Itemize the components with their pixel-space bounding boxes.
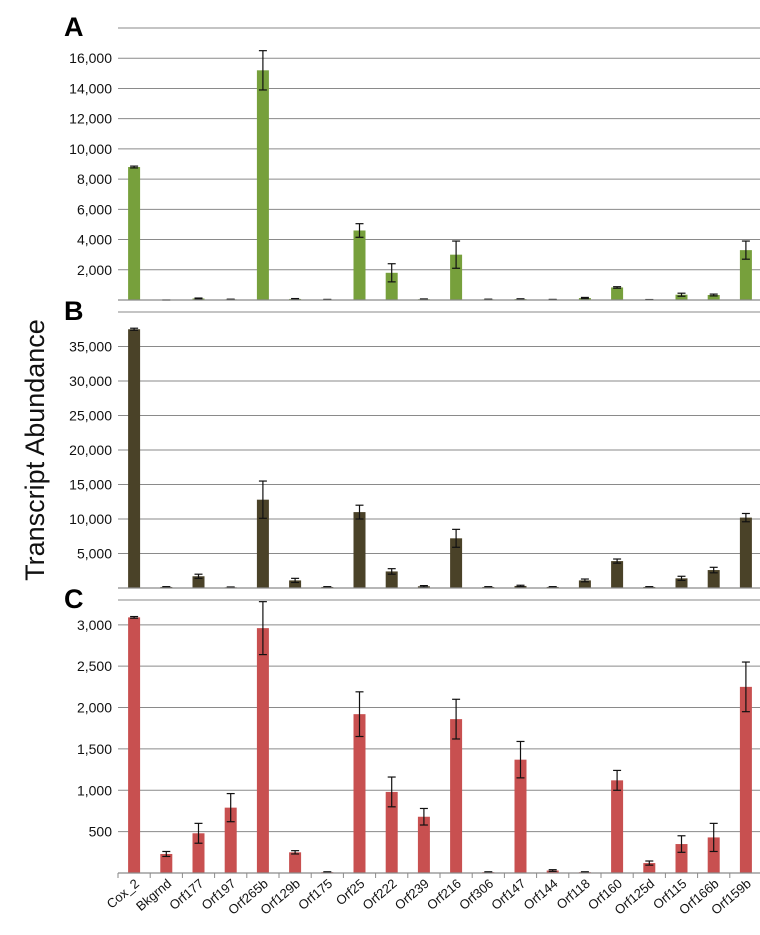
error-bar [323, 587, 331, 588]
y-tick-label: 5,000 [77, 546, 112, 562]
x-tick-label: Orf175 [295, 876, 335, 913]
y-tick-label: 16,000 [69, 50, 112, 66]
y-tick-label: 500 [89, 824, 113, 840]
error-bars [130, 328, 750, 587]
y-tick-label: 20,000 [69, 442, 112, 458]
y-tick-label: 14,000 [69, 80, 112, 96]
y-tick-label: 8,000 [77, 171, 112, 187]
bar-orf25 [354, 512, 366, 588]
bar-orf160 [611, 561, 623, 588]
y-tick-label: 10,000 [69, 511, 112, 527]
y-tick-label: 10,000 [69, 141, 112, 157]
y-tick-label: 12,000 [69, 111, 112, 127]
error-bar [195, 298, 203, 299]
bar-orf25 [354, 714, 366, 873]
error-bar [517, 299, 525, 300]
x-tick-label: Orf177 [166, 876, 206, 913]
y-tick-label: 2,000 [77, 262, 112, 278]
panels: 2,000 4,000 6,000 8,000 10,000 12,000 14,000 16… [64, 12, 760, 873]
error-bar [645, 587, 653, 588]
y-tick-label: 30,000 [69, 373, 112, 389]
bar-orf160 [611, 287, 623, 300]
panel-label: C [64, 584, 84, 614]
bar-cox-2 [128, 329, 140, 588]
error-bar [291, 299, 299, 300]
bar-orf159b [740, 518, 752, 588]
y-tick-labels: 500 1,000 1,500 2,000 2,500 3,000 [77, 617, 112, 840]
y-tick-label: 1,000 [77, 782, 112, 798]
y-tick-label: 1,500 [77, 741, 112, 757]
bar-orf160 [611, 780, 623, 873]
x-tick-label: Orf222 [360, 876, 400, 913]
x-tick-label: Bkgrnd [133, 876, 174, 914]
panel-b: 5,000 10,000 15,000 20,000 25,000 30,000 35,00… [64, 296, 760, 588]
y-tick-labels: 5,000 10,000 15,000 20,000 25,000 30,000 35,00… [69, 339, 112, 562]
x-tick-label: Orf144 [521, 876, 561, 913]
error-bar [162, 587, 170, 588]
y-axis-title: Transcript Abundance [20, 319, 50, 581]
bars [128, 70, 752, 300]
gridlines [118, 600, 760, 832]
x-tick-label: Orf147 [488, 876, 528, 913]
y-tick-label: 35,000 [69, 339, 112, 355]
y-tick-label: 2,500 [77, 658, 112, 674]
panel-label: A [64, 12, 84, 42]
bar-orf265b [257, 70, 269, 300]
x-tick-labels: Cox_2BkgrndOrf177Orf197Orf265bOrf129bOrf… [104, 873, 760, 917]
gridlines [118, 312, 760, 554]
panel-a: 2,000 4,000 6,000 8,000 10,000 12,000 14,000 16… [64, 12, 760, 301]
error-bar [484, 587, 492, 588]
y-tick-labels: 2,000 4,000 6,000 8,000 10,000 12,000 14,000 16… [69, 50, 112, 278]
panel-label: B [64, 296, 84, 326]
bar-orf265b [257, 628, 269, 873]
bar-orf129b [289, 852, 301, 873]
bar-orf216 [450, 719, 462, 873]
x-tick-label: Orf118 [553, 876, 592, 912]
bar-orf25 [354, 230, 366, 300]
y-tick-label: 2,000 [77, 700, 112, 716]
bar-cox-2 [128, 167, 140, 300]
x-tick-label: Orf306 [456, 876, 496, 913]
y-tick-label: 15,000 [69, 477, 112, 493]
bars [128, 617, 752, 873]
gridlines [118, 28, 760, 270]
panel-c: 500 1,000 1,500 2,000 2,500 3,000 C [64, 584, 760, 873]
bar-orf159b [740, 687, 752, 873]
bar-cox-2 [128, 617, 140, 873]
bars [128, 329, 752, 588]
error-bar [549, 587, 557, 588]
y-tick-label: 4,000 [77, 232, 112, 248]
x-tick-label: Orf239 [392, 876, 432, 913]
y-tick-label: 6,000 [77, 201, 112, 217]
x-tick-label: Orf216 [424, 876, 464, 913]
y-tick-label: 3,000 [77, 617, 112, 633]
y-tick-label: 25,000 [69, 408, 112, 424]
